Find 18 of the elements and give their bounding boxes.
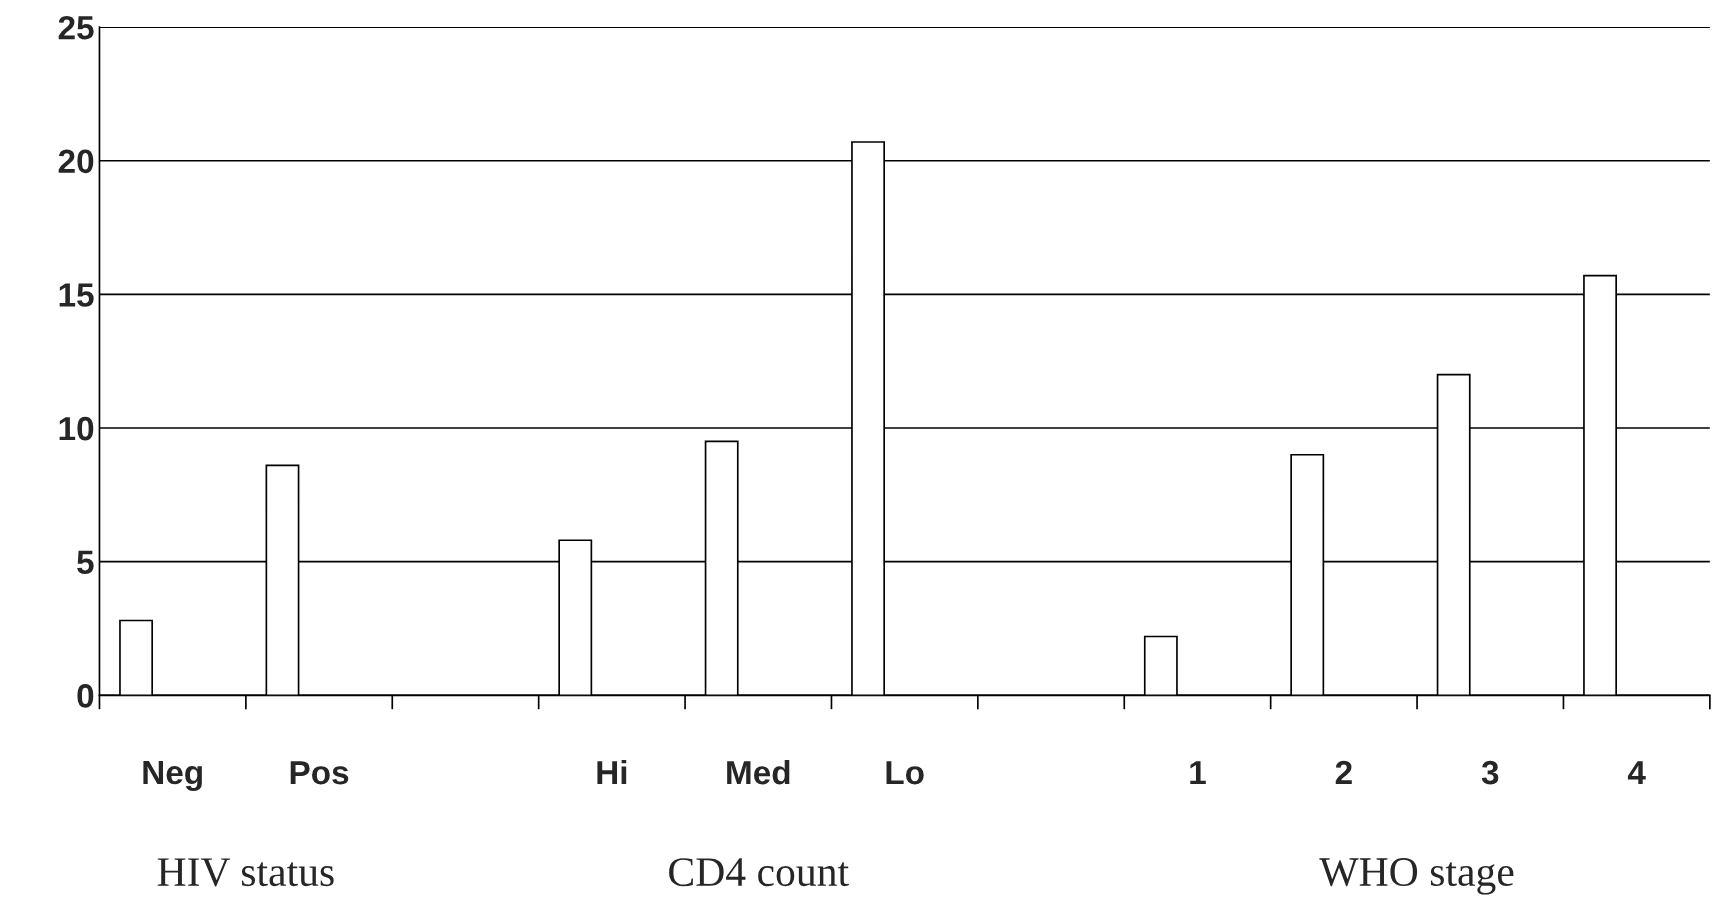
- text: WHO stage: [1319, 858, 1514, 895]
- y-tick-label: 10: [59, 416, 94, 441]
- x-tick-label: 2: [1335, 760, 1352, 785]
- x-tick-label: 3: [1481, 760, 1499, 785]
- x-tick-label: Pos: [290, 761, 349, 785]
- text: HIV status: [157, 858, 334, 887]
- x-tick-label: 4: [1627, 761, 1646, 785]
- y-tick-label: 25: [58, 15, 94, 40]
- x-tick-label: 1: [1190, 761, 1206, 785]
- y-tick-label: 5: [77, 550, 94, 575]
- y-tick-label: 20: [58, 149, 94, 174]
- x-tick-label: Neg: [143, 761, 202, 792]
- x-tick-label: Hi: [597, 759, 627, 785]
- y-tick-label: 15: [59, 283, 94, 307]
- text: CD4 count: [669, 858, 849, 887]
- y-tick-label: 0: [77, 684, 94, 708]
- x-tick-label: Lo: [886, 761, 924, 785]
- x-tick-label: Med: [727, 759, 790, 785]
